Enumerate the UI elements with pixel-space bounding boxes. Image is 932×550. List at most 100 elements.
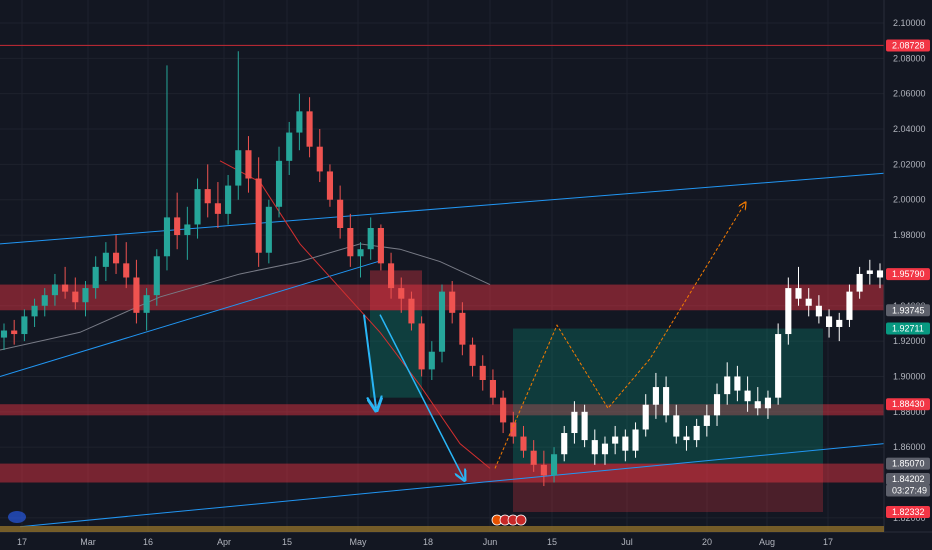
candle-body	[21, 316, 28, 335]
candle-body	[163, 217, 171, 257]
candle	[41, 288, 48, 317]
candle	[194, 178, 201, 239]
candle-body	[408, 298, 415, 324]
candle	[286, 121, 293, 175]
candle-body	[51, 284, 58, 296]
candle	[581, 404, 588, 448]
candle-body	[856, 273, 863, 292]
candle-body	[326, 171, 334, 200]
candle-body	[805, 298, 812, 306]
time-axis[interactable]: 17 Mar 16 Apr 15 May 18 Jun 15 Jul 20 Aug 17	[0, 526, 932, 550]
candle-body	[520, 436, 527, 451]
candle	[530, 440, 537, 472]
candle	[11, 319, 18, 345]
price-tag: 1.88430	[886, 398, 930, 411]
moving-average-slow	[0, 243, 491, 351]
down-arrow-blue	[363, 314, 376, 409]
event-badges[interactable]	[8, 511, 527, 526]
projection-arrows	[363, 203, 745, 479]
candle	[652, 372, 659, 419]
candle-body	[62, 284, 69, 292]
candle	[826, 309, 833, 338]
candle-body	[92, 266, 99, 289]
candle-body	[561, 433, 568, 455]
candle	[72, 277, 79, 310]
candle	[204, 164, 211, 218]
candle	[550, 447, 558, 483]
candle	[153, 249, 160, 306]
price-tick-label: 1.86000	[893, 442, 926, 452]
candle	[326, 164, 334, 207]
candle	[265, 199, 272, 264]
candle-body	[449, 291, 456, 313]
candle	[438, 284, 446, 363]
price-tick-label: 1.98000	[893, 230, 926, 240]
candle	[62, 266, 69, 299]
candle-body	[418, 323, 425, 370]
time-tick-label: Mar	[80, 537, 96, 547]
candle	[785, 277, 792, 345]
price-tick-label: 2.04000	[893, 124, 926, 134]
candle-body	[347, 228, 354, 257]
time-tick-label: 18	[423, 537, 433, 547]
candle	[540, 450, 547, 487]
candle-body	[153, 256, 160, 296]
candle-body	[31, 305, 38, 317]
candle	[0, 323, 8, 350]
price-tag-bg	[886, 457, 930, 470]
candle-body	[479, 365, 486, 380]
candle-body	[540, 464, 547, 476]
candle	[296, 93, 303, 151]
candle	[805, 288, 812, 317]
candle-body	[489, 380, 496, 398]
candle-body	[275, 160, 283, 207]
candle	[51, 273, 58, 306]
price-tag-bg	[886, 304, 930, 317]
price-tag: 1.95790	[886, 268, 930, 281]
candle-body	[836, 319, 843, 327]
candle-body	[255, 178, 262, 253]
candle-body	[632, 429, 639, 451]
candle	[520, 425, 527, 458]
candle	[163, 65, 171, 271]
candle	[377, 224, 384, 271]
candle	[235, 51, 242, 200]
candle-body	[357, 249, 364, 257]
candle-body	[693, 425, 700, 441]
candle	[418, 316, 425, 377]
candle-body	[225, 185, 232, 214]
candle-body	[133, 277, 140, 313]
candle-body	[286, 132, 293, 161]
supply-demand-zone	[0, 463, 884, 483]
time-tick-label: May	[349, 537, 367, 547]
candle	[21, 309, 28, 342]
time-tick-label: 17	[17, 537, 27, 547]
candle-body	[398, 288, 405, 299]
time-axis-bg	[0, 532, 932, 550]
trend-lines	[0, 44, 885, 528]
candle-body	[235, 150, 242, 186]
candle	[489, 369, 496, 405]
candle-body	[683, 436, 690, 441]
candle	[123, 242, 130, 289]
candle-body	[204, 189, 211, 204]
candle	[469, 337, 476, 377]
candle	[642, 394, 649, 437]
price-tag: 2.08728	[886, 39, 930, 52]
price-tick-label: 1.88000	[893, 407, 926, 417]
candle	[337, 185, 344, 239]
candle-body	[459, 312, 466, 345]
candle-body	[214, 203, 221, 214]
price-tick-label: 2.00000	[893, 195, 926, 205]
candle	[184, 206, 191, 260]
price-tag: 03:27:49	[886, 484, 930, 497]
candle-body	[245, 150, 252, 179]
price-tag-bg	[886, 39, 930, 52]
candle-body	[795, 288, 802, 299]
candle	[775, 323, 782, 405]
candle	[102, 242, 109, 282]
candle-body	[734, 376, 741, 391]
candle-body	[673, 415, 680, 437]
event-badge-icon	[515, 514, 527, 526]
